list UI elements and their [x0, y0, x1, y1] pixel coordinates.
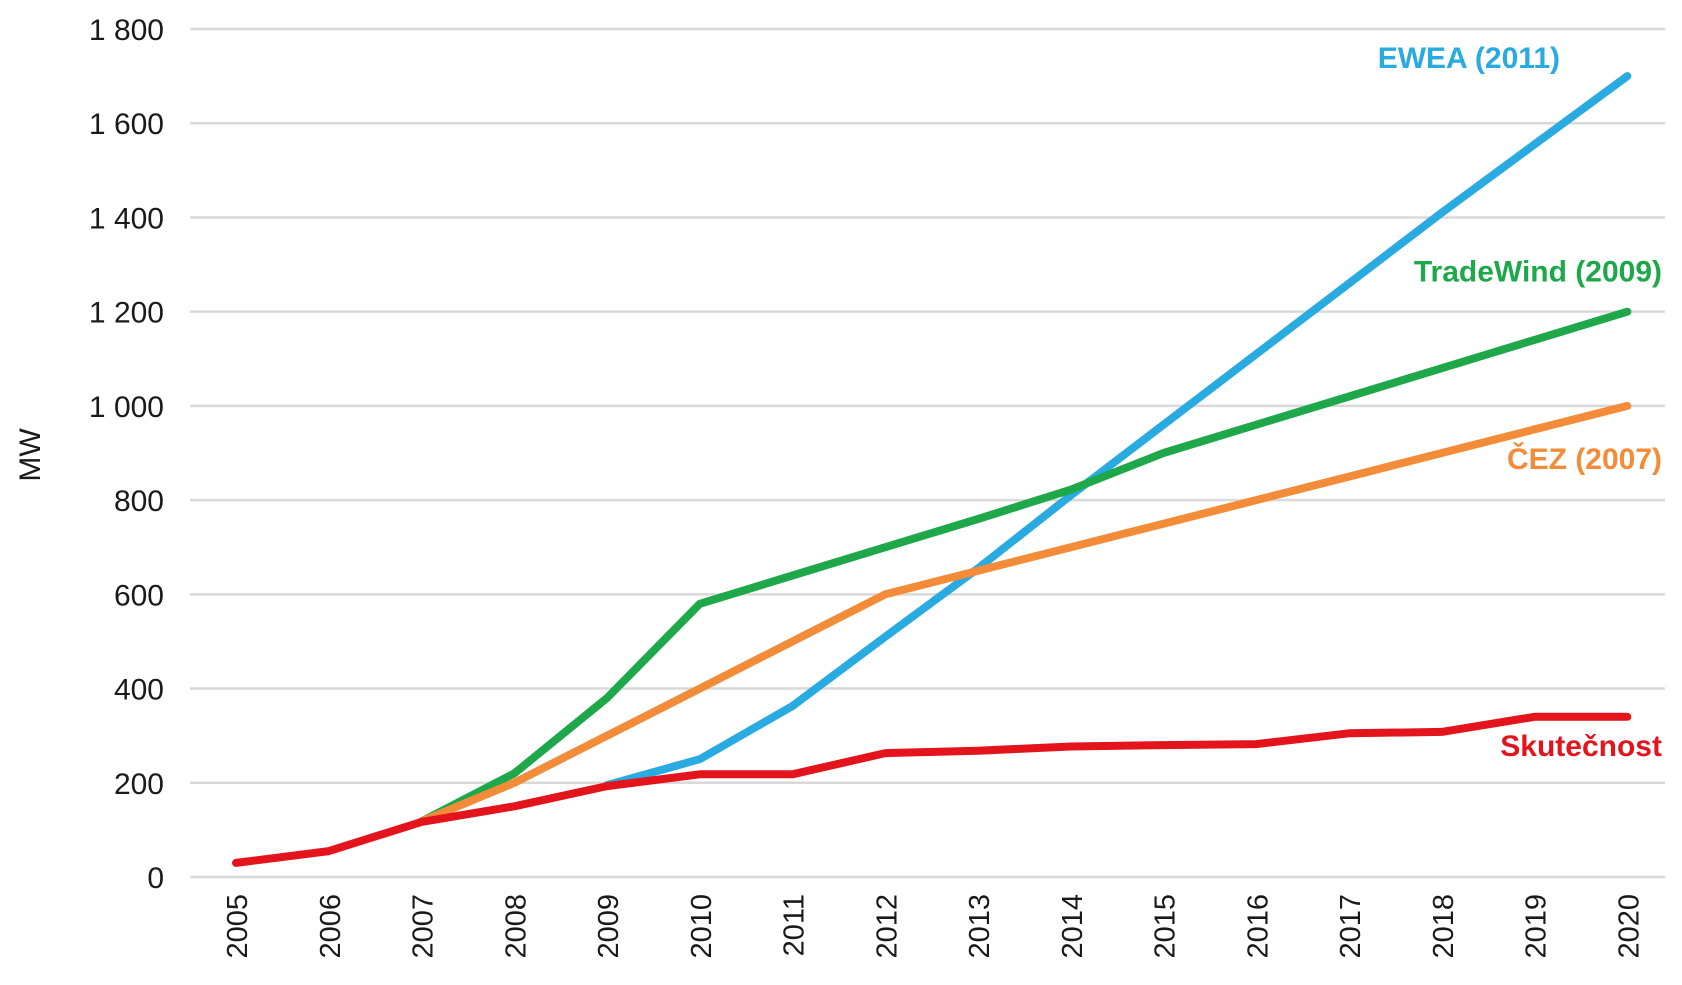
series-label: ČEZ (2007): [1507, 442, 1662, 476]
series-label: TradeWind (2009): [1414, 256, 1662, 289]
series-line: [417, 401, 1632, 826]
series-line: [603, 72, 1632, 790]
x-axis-ticks: 2005 2006 2007 2008 2009 2010 2011 2012 2013 2014…: [222, 894, 1645, 959]
series-label: Skutečnost: [1500, 730, 1662, 763]
x-tick-label: 2019: [1521, 894, 1553, 959]
x-tick-label: 2009: [593, 894, 625, 959]
y-tick-label: 1 200: [89, 297, 164, 330]
y-tick-label: 600: [114, 579, 164, 612]
x-tick-label: 2008: [500, 894, 532, 959]
x-tick-label: 2011: [779, 894, 811, 956]
x-tick-label: 2014: [1057, 894, 1089, 959]
y-tick-label: 1 600: [89, 108, 164, 141]
x-tick-label: 2010: [686, 894, 718, 959]
x-tick-label: 2017: [1335, 894, 1367, 959]
series-line: [417, 307, 1632, 826]
series-labels: EWEA (2011) TradeWind (2009) ČEZ (2007) Sku…: [1378, 42, 1662, 763]
gridlines: [190, 27, 1665, 879]
x-tick-label: 2005: [222, 894, 254, 959]
x-tick-label: 2016: [1242, 894, 1274, 959]
x-tick-label: 2007: [408, 894, 440, 959]
x-tick-label: 2020: [1613, 894, 1645, 959]
y-tick-label: 1 000: [89, 391, 164, 424]
x-tick-label: 2012: [871, 894, 903, 959]
series-line: [232, 712, 1632, 867]
x-tick-label: 2013: [964, 894, 996, 959]
y-tick-label: 200: [114, 768, 164, 801]
x-tick-label: 2015: [1150, 894, 1182, 959]
y-axis-ticks: 0 200 400 600 800 1 000 1 200 1 400 1 600 1 800: [89, 14, 164, 895]
y-tick-label: 1 800: [89, 14, 164, 47]
y-tick-label: 0: [147, 862, 164, 895]
y-tick-label: 800: [114, 485, 164, 518]
series-label: EWEA (2011): [1378, 42, 1560, 75]
series-lines: [232, 72, 1632, 867]
y-axis-title: MW: [14, 428, 47, 482]
x-tick-label: 2006: [315, 894, 347, 959]
x-tick-label: 2018: [1428, 894, 1460, 959]
y-tick-label: 1 400: [89, 202, 164, 235]
y-tick-label: 400: [114, 674, 164, 707]
